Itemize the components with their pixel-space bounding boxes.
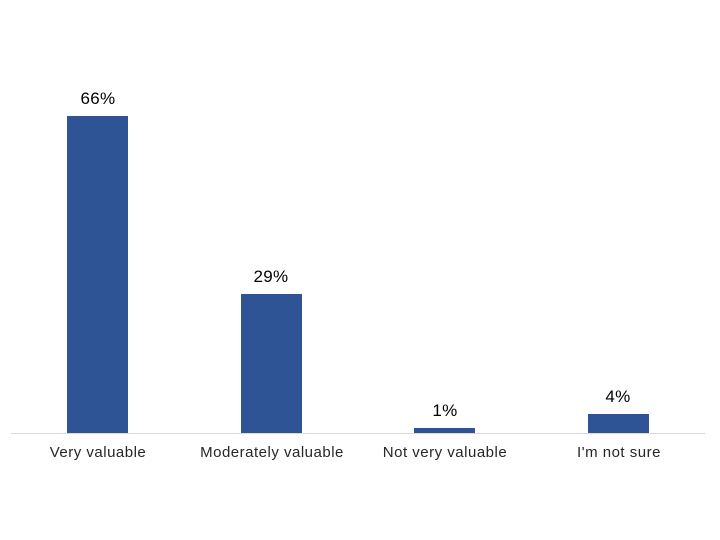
bar-4 [588, 414, 649, 433]
category-label-4: I'm not sure [577, 444, 661, 461]
bar-2 [241, 294, 302, 433]
data-label-1: 66% [80, 89, 116, 108]
category-label-2: Moderately valuable [200, 444, 344, 461]
category-label-3: Not very valuable [382, 444, 508, 461]
data-label-3: 1% [432, 401, 458, 420]
bar-3 [414, 428, 475, 433]
category-label-1: Very valuable [49, 444, 147, 461]
data-label-2: 29% [253, 267, 289, 286]
bar-1 [67, 116, 128, 433]
data-label-4: 4% [605, 387, 631, 406]
x-axis-line [11, 433, 705, 434]
